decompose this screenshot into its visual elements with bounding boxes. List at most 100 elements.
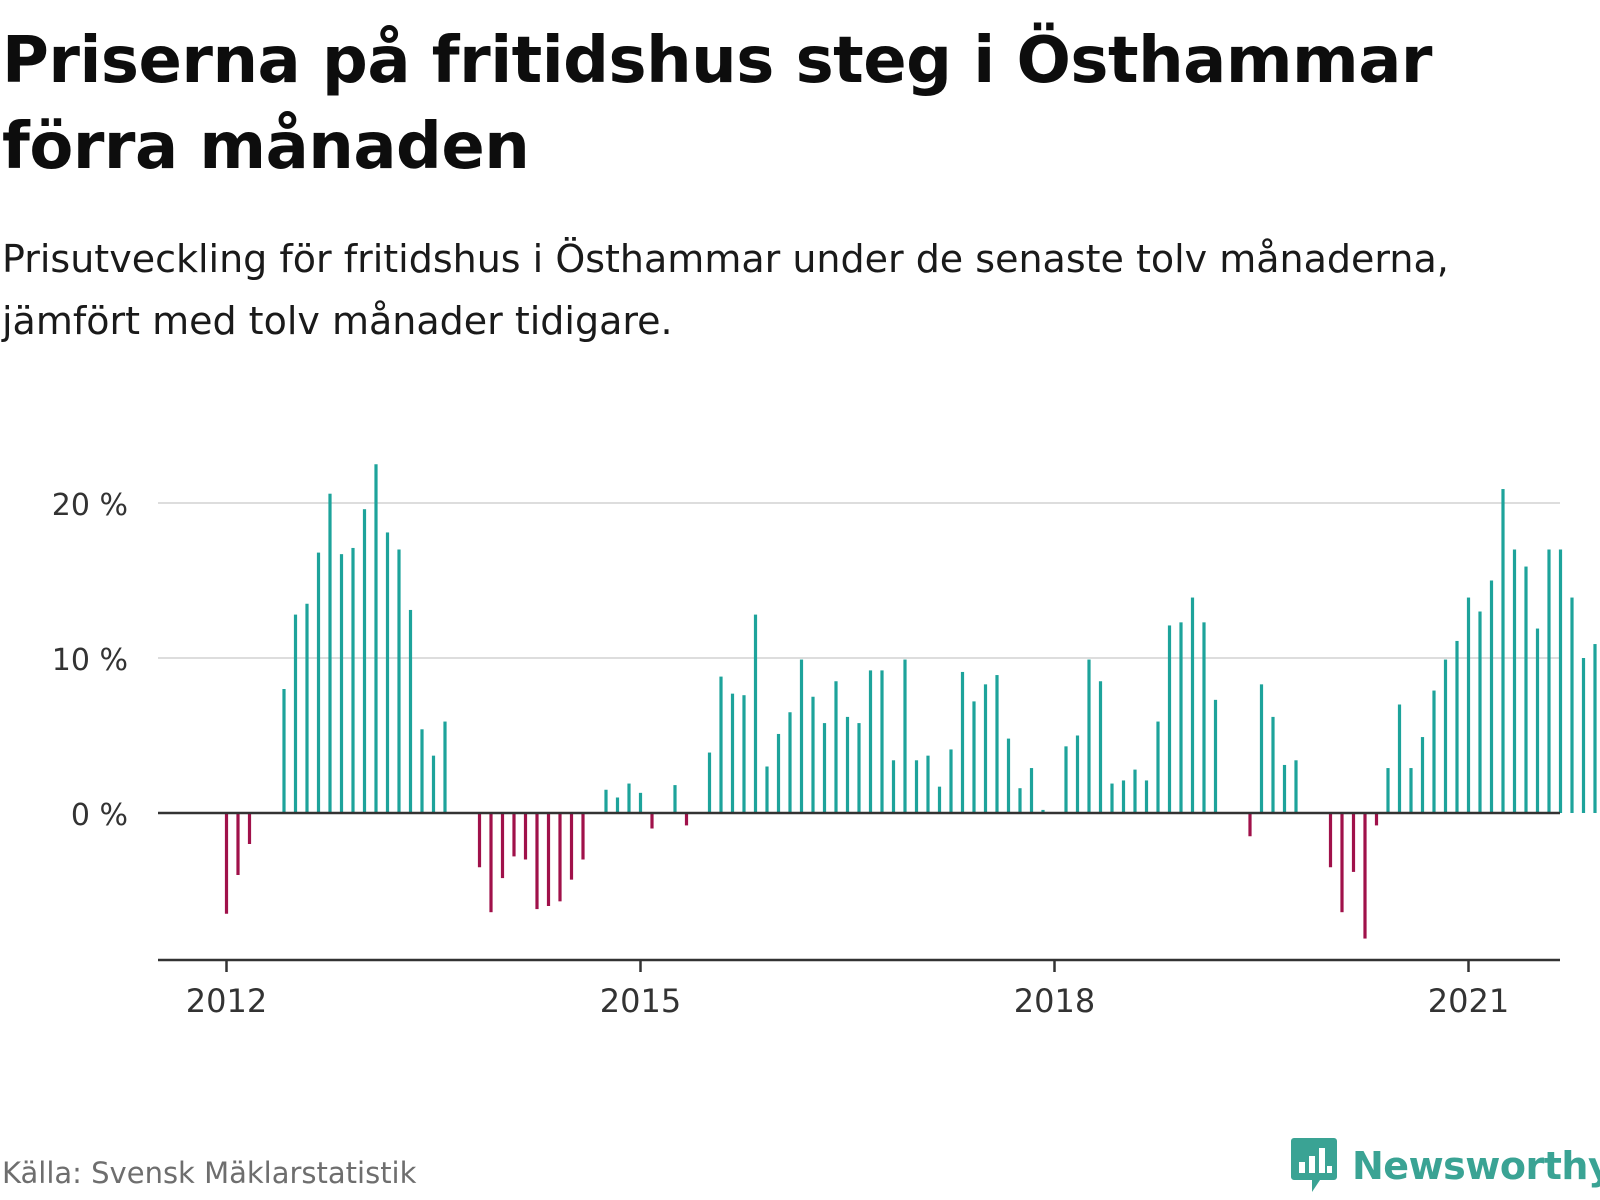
bar (1259, 684, 1264, 813)
bar (1018, 788, 1022, 813)
bar (351, 547, 355, 813)
bar (1179, 622, 1183, 813)
bar (983, 684, 988, 813)
bar (1535, 628, 1540, 813)
bar (730, 693, 735, 813)
bar (1133, 769, 1137, 813)
bar (1340, 813, 1344, 913)
chart-subtitle: Prisutveckling för fritidshus i Östhamma… (2, 237, 1449, 343)
bar (1386, 768, 1390, 813)
bar (546, 813, 551, 906)
bar (604, 789, 608, 813)
bar (408, 609, 413, 813)
bar (1512, 549, 1517, 813)
bar (926, 755, 930, 813)
bar (638, 792, 643, 813)
bar (316, 552, 321, 813)
bar (765, 766, 769, 813)
bar (535, 813, 539, 910)
bar (719, 676, 723, 813)
bar (799, 659, 804, 813)
bar (822, 723, 827, 813)
bar (776, 733, 781, 813)
bar (293, 614, 298, 813)
bar (1248, 813, 1252, 837)
bar (1443, 659, 1448, 813)
bar (477, 813, 482, 868)
bar (523, 813, 528, 860)
bar (431, 755, 436, 813)
bar (903, 659, 907, 813)
bar (305, 603, 309, 813)
x-tick-label: 2015 (600, 982, 681, 1020)
bar (1547, 549, 1551, 813)
bar (1558, 549, 1563, 813)
bar (1420, 737, 1425, 813)
bar (753, 614, 758, 813)
bar (397, 549, 401, 813)
bar (1075, 735, 1080, 813)
bar (650, 813, 654, 829)
bar (1397, 704, 1402, 813)
bar (788, 712, 792, 813)
bar (1478, 611, 1482, 813)
bar (995, 675, 999, 813)
bar (385, 532, 390, 813)
bar (627, 783, 631, 813)
bar (857, 723, 861, 813)
bar (1087, 659, 1091, 813)
bar (1202, 622, 1206, 813)
bar (374, 464, 378, 813)
bar (1409, 768, 1413, 813)
bar (236, 813, 240, 875)
bar (1121, 780, 1126, 813)
bar (569, 813, 574, 880)
bar (500, 813, 505, 879)
bar (811, 696, 815, 813)
bar (1432, 690, 1436, 813)
bar (1110, 783, 1114, 813)
bar (615, 797, 620, 813)
bar (891, 760, 896, 813)
bar (1328, 813, 1333, 868)
y-tick-label: 0 % (71, 798, 128, 833)
bar (1363, 813, 1367, 939)
bar (339, 554, 344, 813)
bar (937, 786, 942, 813)
newsworthy-logo: Newsworthy (1290, 1136, 1600, 1196)
x-tick-label: 2018 (1014, 982, 1095, 1020)
bar (328, 493, 332, 813)
bar (1294, 760, 1298, 813)
bar (914, 760, 919, 813)
bar (1271, 716, 1275, 813)
bar (1466, 597, 1471, 813)
bar (1374, 813, 1379, 826)
bar (972, 701, 976, 813)
x-tick-label: 2021 (1428, 982, 1509, 1020)
bar (581, 813, 585, 860)
bar (1489, 580, 1494, 813)
bar (420, 729, 424, 813)
chart-title: Priserna på fritidshus steg i Östhammar … (2, 24, 1432, 184)
bar (1144, 780, 1149, 813)
bar (1593, 644, 1597, 813)
bar (834, 681, 838, 813)
bar (1156, 721, 1160, 813)
bar (1501, 489, 1505, 813)
bar (443, 721, 447, 813)
bar (845, 716, 850, 813)
y-tick-label: 20 % (52, 488, 128, 523)
bar (1351, 813, 1356, 872)
bar (673, 785, 677, 813)
brand-name: Newsworthy (1352, 1144, 1600, 1188)
bar (1190, 597, 1195, 813)
bar (707, 752, 712, 813)
bar (1098, 681, 1103, 813)
bar (1167, 625, 1172, 813)
bar (684, 813, 689, 826)
bar (1213, 699, 1218, 813)
source-note: Källa: Svensk Mäklarstatistik (2, 1156, 417, 1190)
bar (1029, 768, 1034, 813)
bar (1006, 738, 1011, 813)
